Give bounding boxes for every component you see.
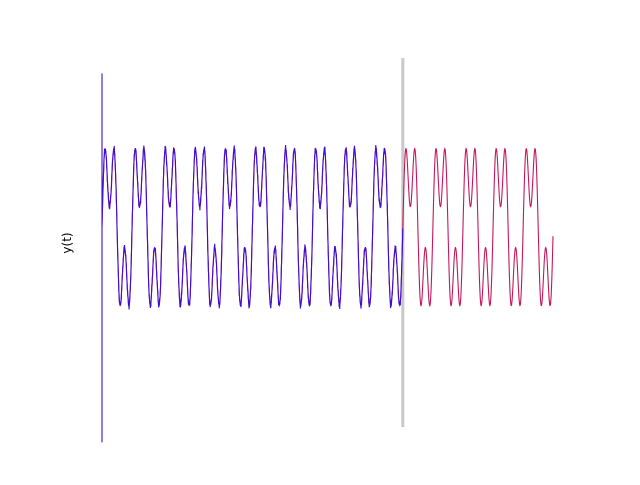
y-axis-label: y(t) (60, 232, 74, 253)
series-estimate-line (101, 73, 404, 443)
